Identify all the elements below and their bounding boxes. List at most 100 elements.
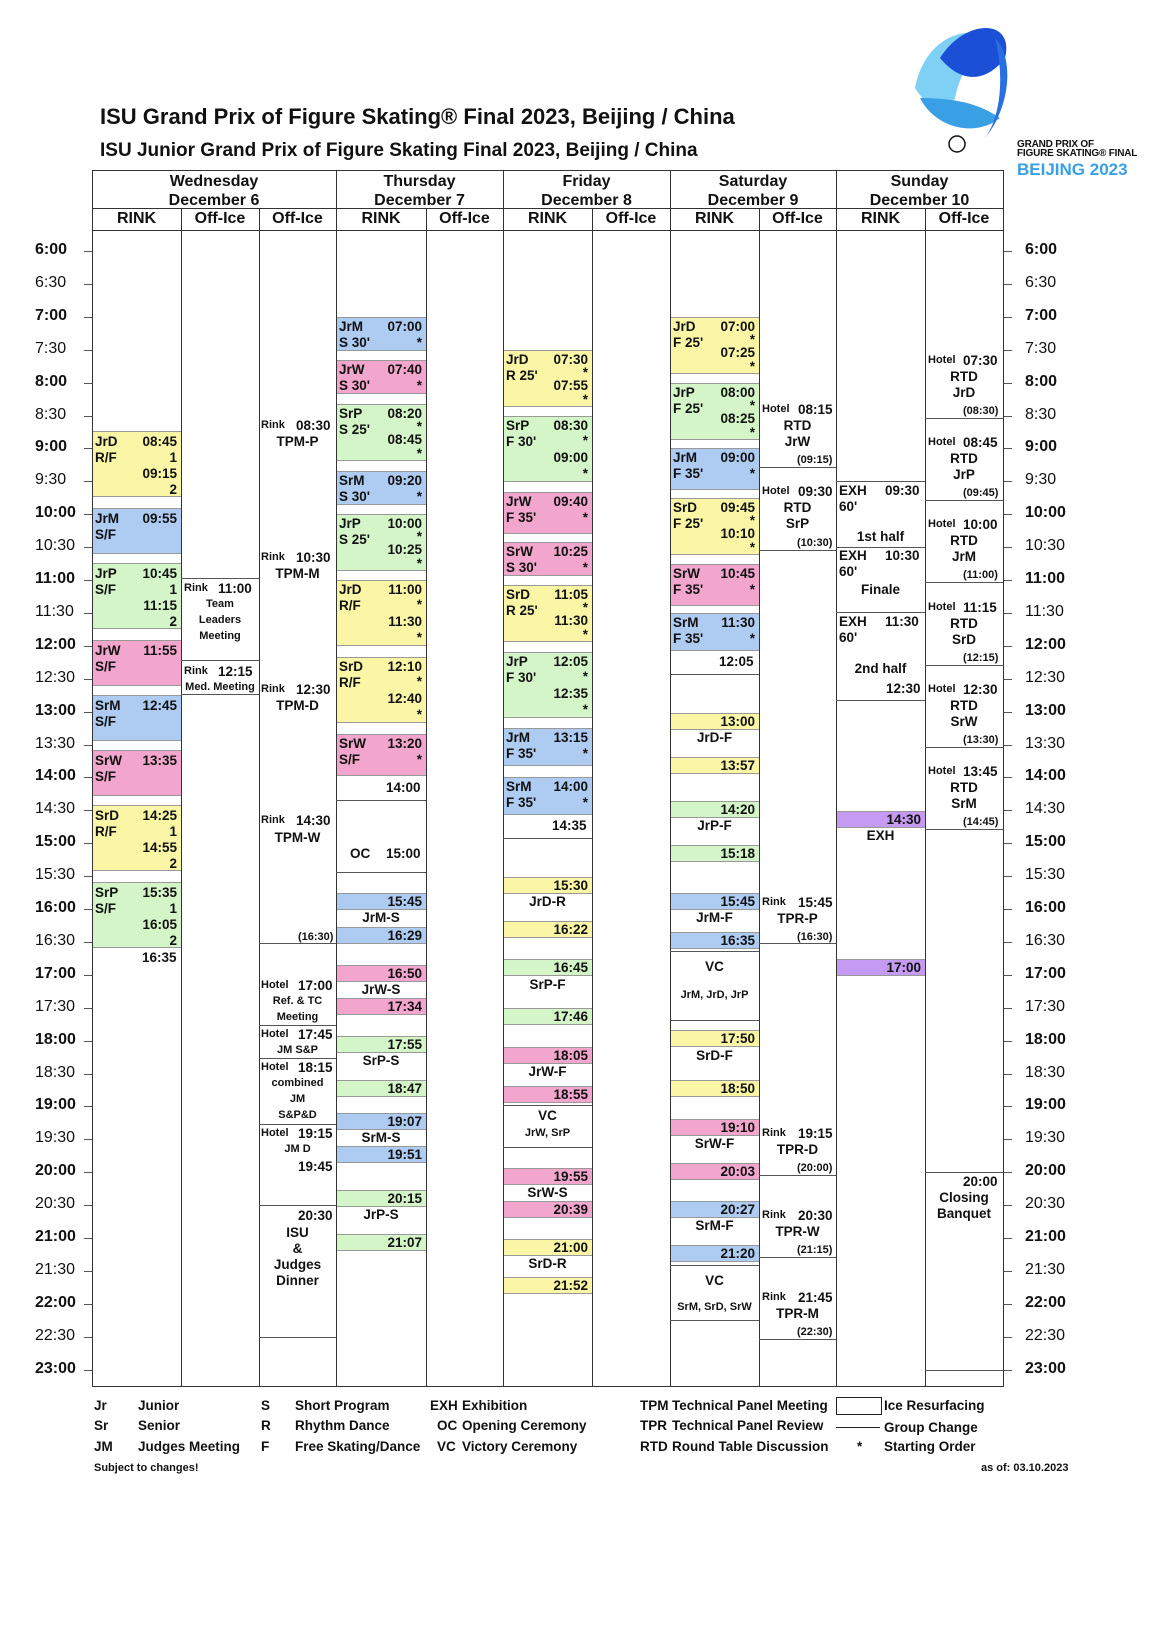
day-header-sunday: Sunday December 10 — [869, 173, 970, 209]
time-label: 15:00 — [1025, 833, 1066, 851]
time-tick — [1004, 645, 1012, 647]
time-tick — [84, 316, 92, 318]
time-tick — [84, 514, 92, 516]
day-header-thursday: Thursday December 7 — [374, 173, 465, 209]
time-tick — [1004, 1238, 1012, 1239]
time-label: 20:00 — [35, 1162, 76, 1180]
time-tick — [84, 645, 92, 647]
time-label: 7:30 — [1025, 339, 1057, 357]
time-tick — [84, 349, 92, 351]
time-tick — [1004, 777, 1012, 779]
event-block: JrP F 30' 12:05 * 12:35 * — [504, 652, 592, 718]
time-label: 19:30 — [35, 1129, 76, 1147]
time-label: 12:00 — [1025, 635, 1066, 653]
time-tick — [84, 1369, 92, 1371]
event-block: JrD F 25' 07:00 * 07:25 * — [671, 317, 759, 374]
time-tick — [1004, 909, 1012, 910]
event-block: JrP F 25' 08:00 * 08:25 * — [671, 383, 759, 440]
time-label: 9:00 — [1025, 438, 1058, 456]
time-label: 18:30 — [35, 1063, 76, 1081]
time-tick — [84, 941, 92, 943]
end-time: 16:35 — [142, 950, 177, 965]
time-label: 8:30 — [35, 405, 67, 423]
time-label: 14:30 — [1025, 800, 1066, 818]
time-tick — [84, 876, 92, 878]
time-tick — [1004, 251, 1012, 252]
time-label: 23:00 — [35, 1359, 76, 1377]
time-label: 12:30 — [1025, 668, 1066, 686]
subcol-rink: RINK — [527, 210, 568, 227]
time-tick — [84, 612, 92, 614]
time-tick — [84, 1007, 92, 1009]
subcol-rink: RINK — [361, 210, 401, 227]
time-tick — [1004, 1336, 1012, 1338]
time-label: 11:30 — [1025, 602, 1064, 620]
group-change-swatch — [836, 1427, 880, 1428]
time-tick — [84, 481, 92, 483]
day-header-friday: Friday December 8 — [541, 173, 632, 209]
time-tick — [1004, 415, 1012, 417]
event-block: JrD R 25' 07:30 * 07:55 * — [504, 350, 592, 407]
time-tick — [84, 547, 92, 549]
time-label: 7:30 — [35, 339, 67, 357]
time-tick — [1004, 514, 1012, 516]
time-label: 17:30 — [1025, 997, 1066, 1015]
event-block: SrP S 25' 08:20 * 08:45 * — [337, 404, 426, 461]
time-label: 13:30 — [1025, 734, 1066, 752]
time-label: 22:00 — [35, 1293, 76, 1311]
subcol-office: Off-Ice — [772, 210, 823, 227]
subcol-rink: RINK — [694, 210, 735, 227]
time-label: 14:00 — [1025, 767, 1066, 785]
time-tick — [1004, 810, 1012, 812]
time-tick — [1004, 382, 1012, 384]
time-tick — [84, 843, 92, 845]
time-label: 15:30 — [35, 866, 76, 884]
time-tick — [84, 1336, 92, 1338]
time-tick — [1004, 1040, 1012, 1042]
time-tick — [84, 448, 92, 450]
event-block: JrW S/F 11:55 — [93, 640, 181, 686]
time-label: 16:00 — [35, 899, 76, 916]
time-label: 21:30 — [35, 1260, 76, 1278]
time-tick — [1004, 1270, 1012, 1272]
time-label: 18:30 — [1025, 1063, 1066, 1081]
time-label: 11:30 — [35, 602, 74, 620]
time-label: 21:30 — [1025, 1260, 1066, 1278]
footer-date: as of: 03.10.2023 — [981, 1462, 1069, 1474]
time-tick — [1004, 448, 1012, 450]
schedule-grid: Wednesday December 6 Thursday December 7 F… — [35, 170, 1066, 1388]
time-label: 6:30 — [35, 273, 67, 291]
time-label: 21:00 — [1025, 1228, 1066, 1245]
event-block: JrP S 25' 10:00 * 10:25 * — [337, 514, 426, 571]
event-block: SrM F 35' 11:30 * — [671, 613, 759, 651]
subcol-office: Off-Ice — [439, 210, 490, 227]
subcol-rink: RINK — [860, 210, 901, 227]
time-label: 21:00 — [35, 1228, 76, 1245]
time-label: 19:00 — [1025, 1096, 1066, 1114]
time-label: 19:00 — [35, 1096, 76, 1114]
event-block: JrM S/F 09:55 — [93, 508, 181, 554]
time-tick — [1004, 1172, 1012, 1174]
time-tick — [84, 777, 92, 779]
time-tick — [84, 744, 92, 746]
time-tick — [1004, 580, 1012, 581]
time-tick — [84, 1238, 92, 1239]
event-block: JrM S 30' 07:00 * — [337, 317, 426, 351]
time-label: 17:00 — [1025, 964, 1066, 982]
event-block: SrW F 35' 10:45 * — [671, 564, 759, 606]
time-tick — [1004, 744, 1012, 746]
time-tick — [1004, 1073, 1012, 1075]
event-logo — [915, 28, 1008, 153]
footer-note: Subject to changes! — [94, 1462, 199, 1474]
time-label: 22:30 — [35, 1326, 76, 1344]
time-label: 15:00 — [35, 833, 76, 851]
time-tick — [84, 1073, 92, 1075]
time-label: 18:00 — [1025, 1030, 1066, 1048]
time-tick — [84, 415, 92, 417]
time-label: 8:00 — [1025, 372, 1058, 390]
event-block: SrM S/F 12:45 — [93, 695, 181, 741]
time-label: 23:00 — [1025, 1359, 1066, 1377]
subcol-office: Off-Ice — [194, 210, 246, 227]
time-label: 12:00 — [35, 635, 76, 653]
time-label: 10:30 — [35, 537, 76, 555]
